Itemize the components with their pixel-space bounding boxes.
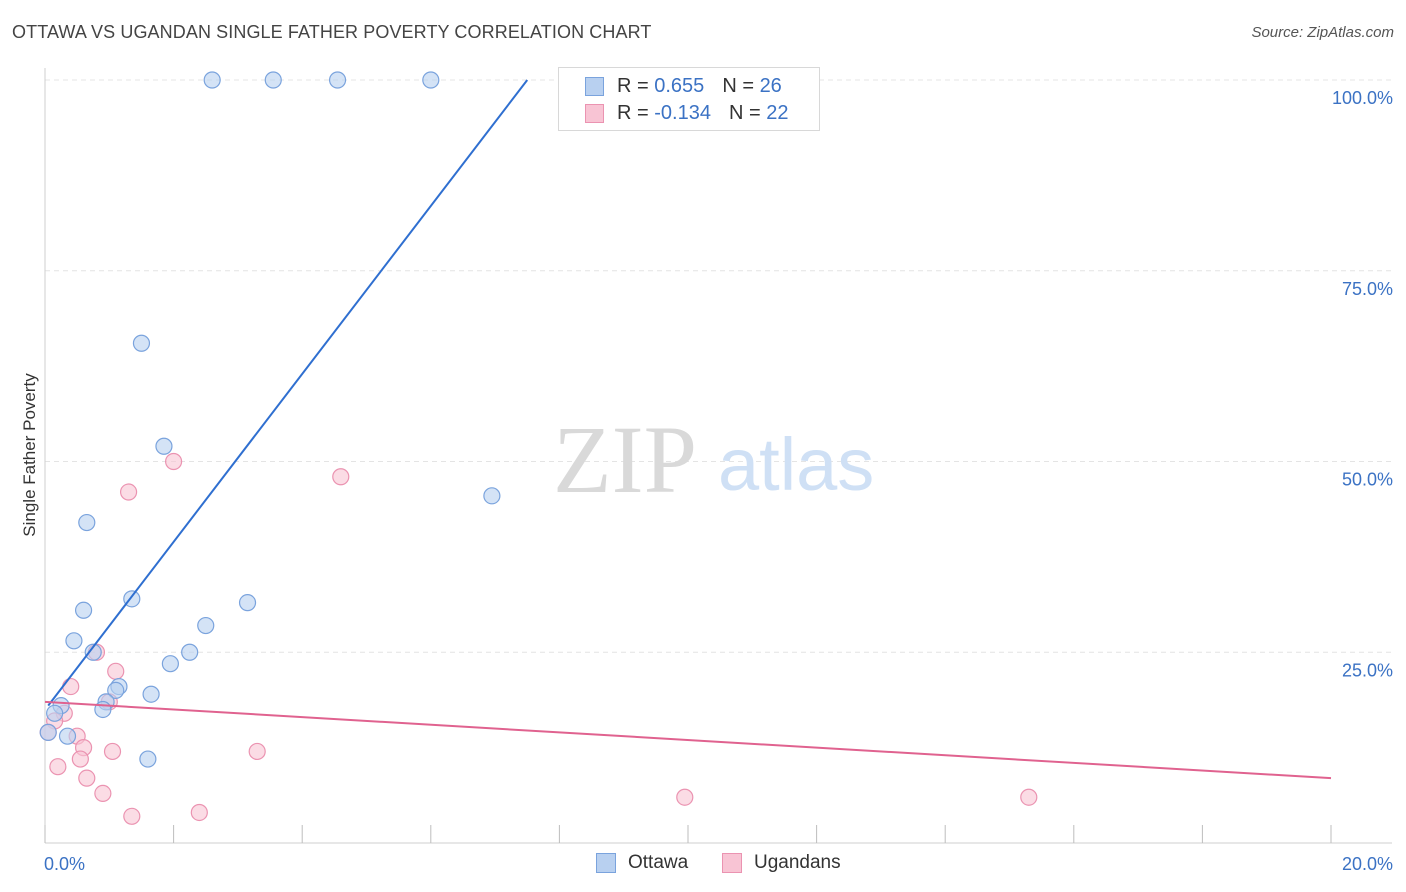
r-label: R =: [617, 75, 655, 97]
r-label: R =: [617, 102, 655, 124]
ugandans-point: [49, 758, 67, 776]
source-credit: Source: ZipAtlas.com: [1251, 24, 1394, 41]
grid-lines: [45, 79, 1392, 653]
y-axis-label: Single Father Poverty: [20, 373, 39, 537]
ottawa-point: [264, 71, 282, 89]
correlation-legend: R = 0.655 N = 26 R = -0.134 N = 22: [558, 67, 820, 131]
n-value-ugandans: 22: [766, 102, 789, 124]
ottawa-point: [65, 632, 83, 650]
axes: [44, 68, 1392, 844]
legend-text-ugandans: R = -0.134 N = 22: [617, 102, 788, 125]
r-value-ugandans: -0.134: [654, 102, 711, 124]
legend-text-ottawa: R = 0.655 N = 26: [617, 75, 782, 98]
ottawa-point: [84, 643, 102, 661]
ottawa-point: [422, 71, 440, 89]
y-tick-label: 100.0%: [1332, 88, 1393, 108]
ugandans-point: [71, 750, 89, 768]
ottawa-legend-swatch: [596, 853, 616, 873]
ottawa-point: [78, 513, 96, 532]
r-value-ottawa: 0.655: [654, 75, 705, 97]
ugandans-swatch: [585, 104, 604, 123]
ottawa-legend-label: Ottawa: [628, 852, 689, 873]
ottawa-point: [161, 655, 179, 673]
ugandans-point: [78, 769, 96, 787]
ugandans-point: [1020, 788, 1038, 806]
ottawa-point: [74, 601, 93, 619]
n-value-ottawa: 26: [759, 75, 782, 97]
tick-labels: 25.0% 50.0% 75.0% 100.0% 0.0% 20.0%: [44, 88, 1393, 874]
ugandans-point: [332, 468, 350, 486]
ottawa-point: [58, 727, 77, 745]
ottawa-point: [483, 487, 501, 505]
ottawa-point: [107, 681, 125, 700]
ugandans-point: [94, 784, 112, 803]
y-tick-label: 75.0%: [1342, 279, 1393, 299]
series-legend: Ottawa Ugandans: [0, 852, 1406, 878]
watermark-zip: ZIP: [553, 406, 697, 513]
ottawa-point: [142, 685, 160, 703]
ugandans-point: [190, 803, 208, 822]
ottawa-point: [132, 334, 151, 352]
ottawa-point: [155, 437, 173, 455]
ottawa-point: [139, 750, 157, 768]
x-tick-label-max: 20.0%: [1342, 854, 1393, 874]
watermark: ZIP atlas: [553, 406, 874, 513]
ugandans-trend-line: [44, 700, 1332, 780]
ugandans-point: [165, 452, 183, 471]
ottawa-point: [197, 616, 215, 635]
ugandans-point: [119, 483, 138, 501]
ottawa-point: [39, 723, 57, 741]
ugandans-legend-label: Ugandans: [754, 852, 841, 873]
ugandans-point: [123, 807, 141, 825]
trend-lines: [44, 79, 1332, 780]
watermark-atlas: atlas: [718, 423, 874, 506]
ugandans-point: [676, 788, 694, 806]
ottawa-swatch: [585, 77, 604, 96]
n-label: N =: [722, 75, 760, 97]
ottawa-trend-line: [47, 79, 529, 707]
n-label: N =: [728, 102, 767, 124]
chart-title: OTTAWA VS UGANDAN SINGLE FATHER POVERTY …: [12, 22, 652, 42]
ottawa-point: [181, 643, 199, 661]
x-tick-label-min: 0.0%: [44, 854, 85, 874]
ottawa-point: [203, 71, 221, 89]
ugandans-point: [248, 742, 266, 761]
y-tick-label: 25.0%: [1342, 660, 1393, 680]
ugandans-point: [107, 662, 125, 680]
ugandans-legend-swatch: [722, 853, 742, 873]
ottawa-point: [238, 594, 257, 612]
ottawa-point: [328, 71, 347, 89]
ugandans-points: [39, 452, 1038, 825]
ottawa-point: [46, 704, 64, 722]
y-tick-label: 50.0%: [1342, 470, 1393, 490]
ugandans-point: [62, 677, 80, 696]
ottawa-points: [39, 71, 501, 768]
ottawa-point: [94, 700, 112, 719]
ugandans-point: [103, 742, 122, 761]
